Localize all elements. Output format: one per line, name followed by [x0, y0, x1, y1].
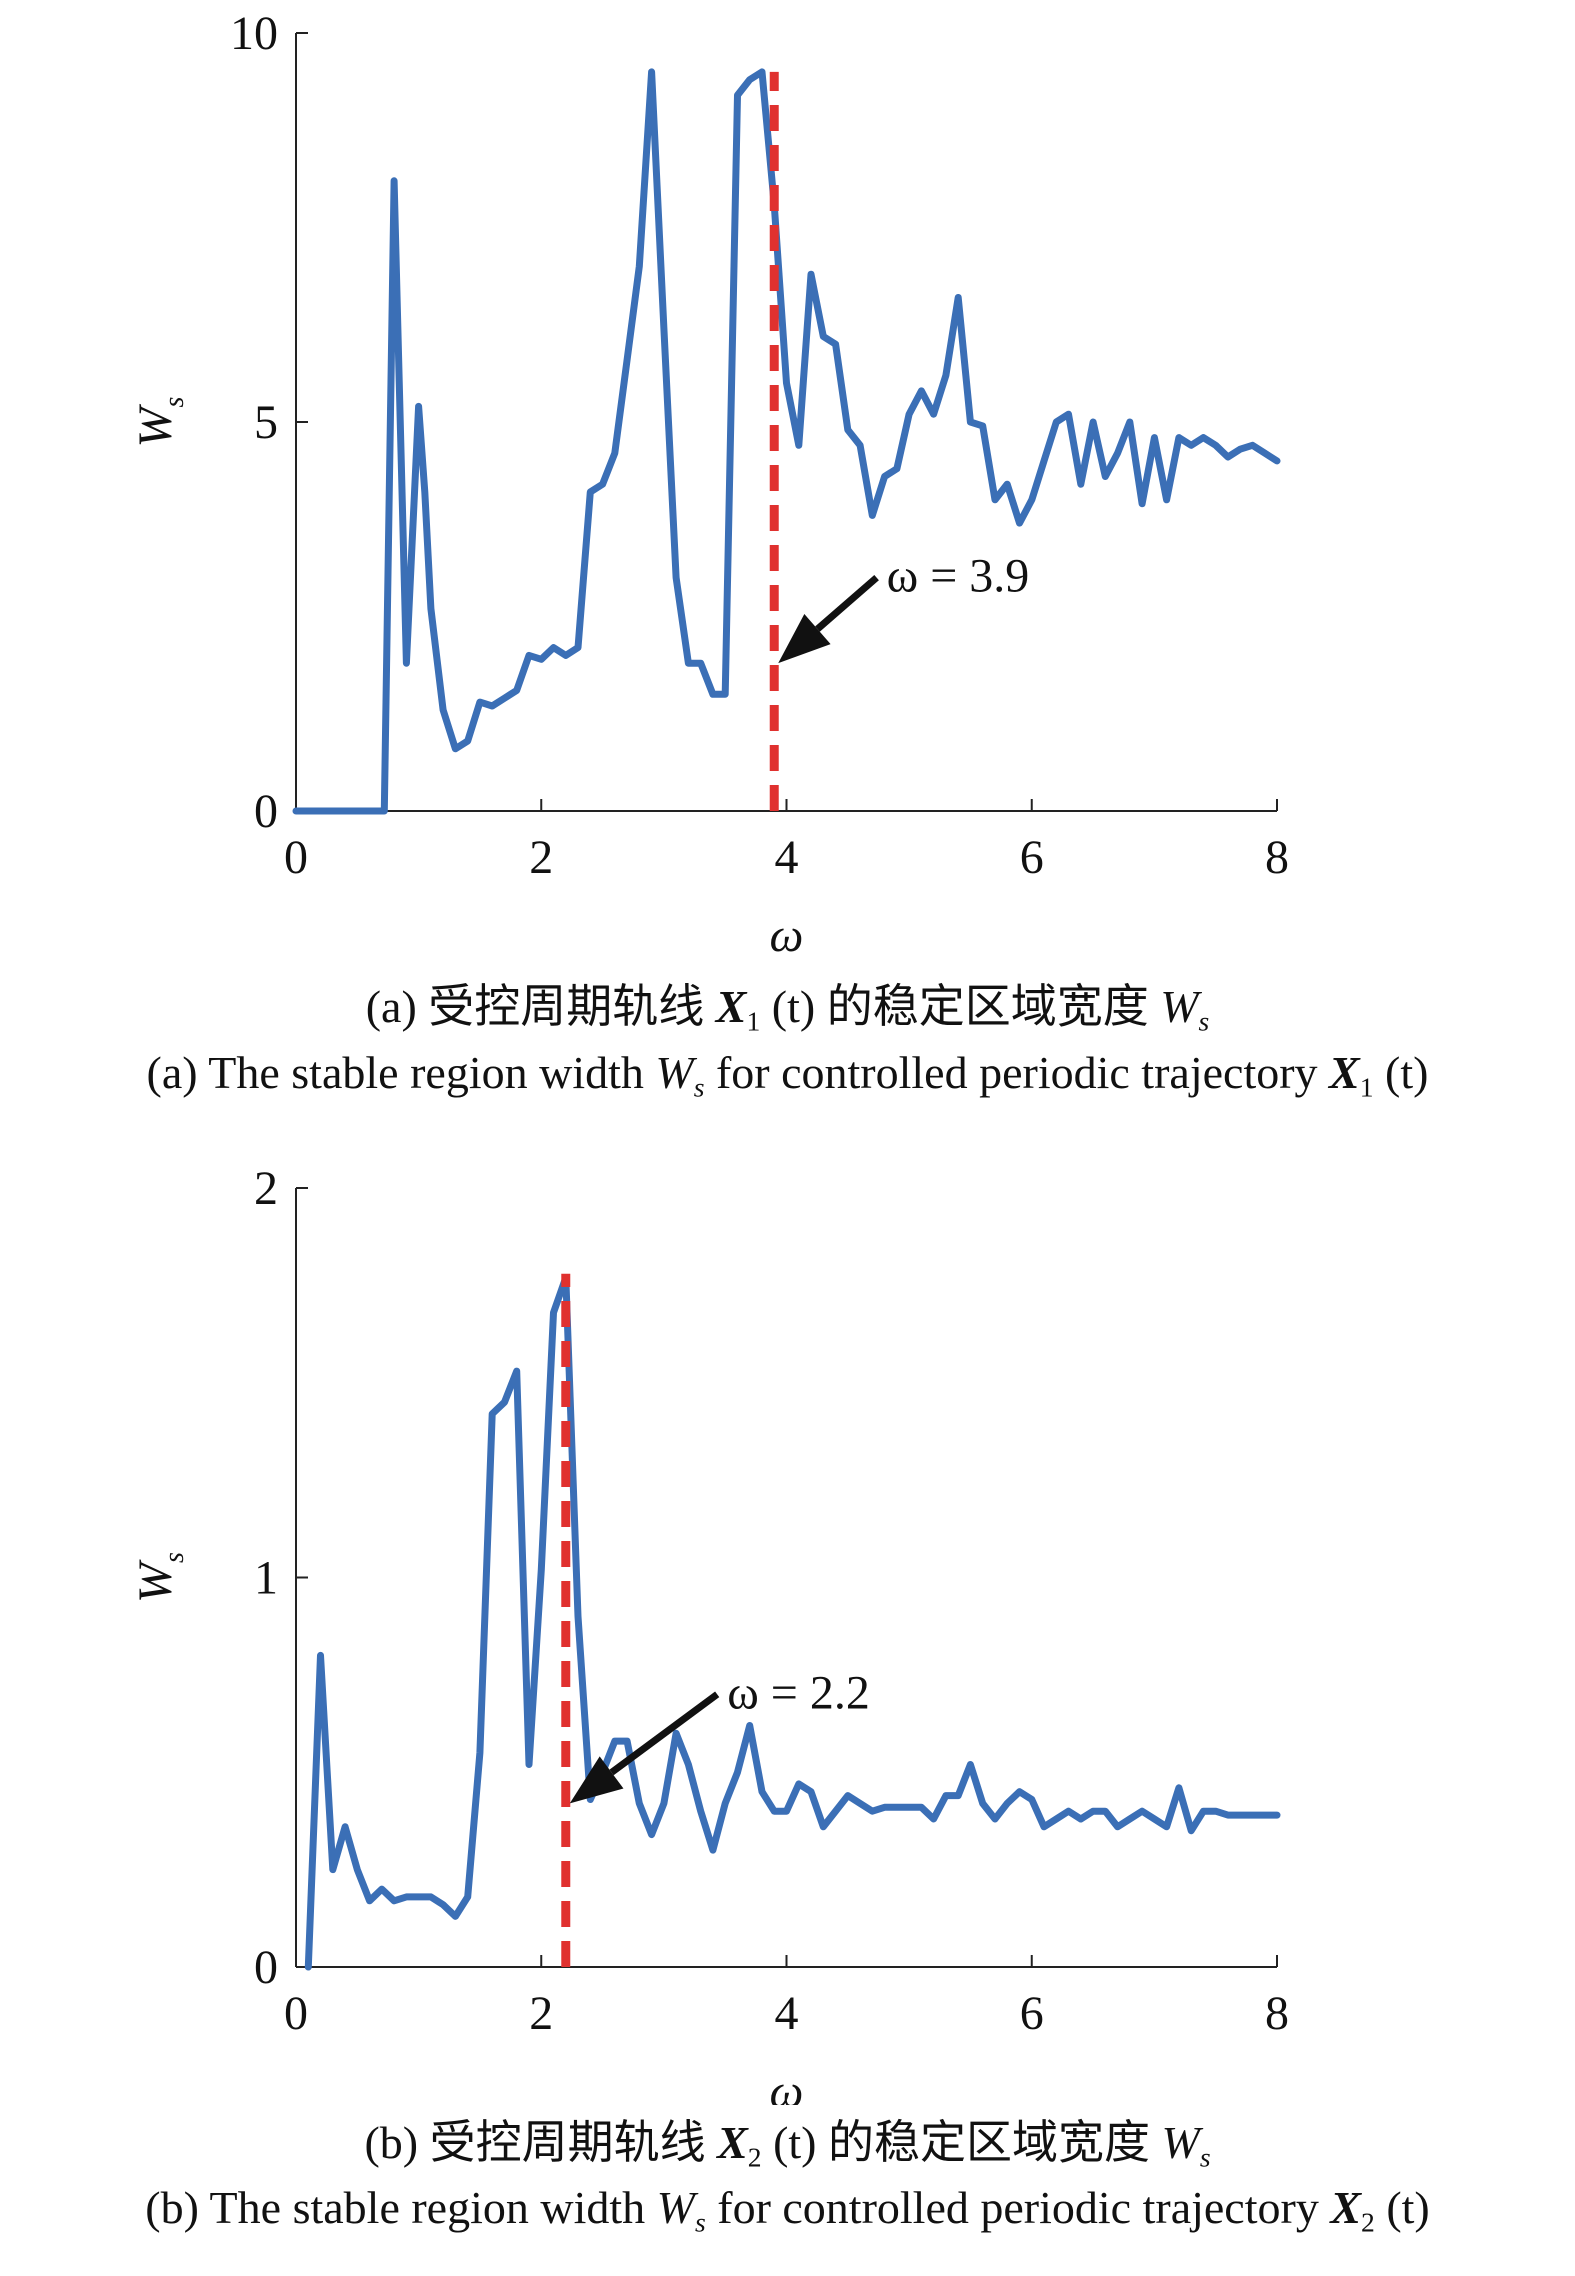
caption-b-en-arg: (t) — [1386, 2182, 1430, 2233]
caption-b-en-w: W — [656, 2182, 695, 2233]
chart-a-annotation-arrow-shaft — [815, 574, 879, 632]
caption-b-en-mid: for controlled periodic trajectory — [717, 2182, 1319, 2233]
chart-a-y-label-text: Ws — [129, 396, 190, 447]
caption-b-cn-prefix: (b) 受控周期轨线 — [364, 2117, 706, 2168]
caption-b-cn-w: W — [1161, 2117, 1200, 2168]
chart-b-annotation-label: ω = 2.2 — [727, 1666, 870, 1719]
chart-a-y-tick-label: 5 — [254, 396, 278, 449]
caption-a-en-var: X — [1329, 1047, 1360, 1098]
chart-a-x-tick-label: 0 — [284, 831, 308, 884]
chart-b-y-tick-label: 2 — [254, 1162, 278, 1215]
panel-a: 0 2 4 6 8 0 5 10 ω Ws ω = 3.9 (a) 受控周期轨线 X1 (t) 的稳… — [0, 7, 1575, 1119]
chart-a-x-tick-label: 2 — [529, 831, 553, 884]
caption-a-cn-mid: 的稳定区域宽度 — [826, 981, 1149, 1032]
caption-a-cn: (a) 受控周期轨线 X1 (t) 的稳定区域宽度 Ws — [0, 975, 1575, 1053]
caption-a-en-mid: for controlled periodic trajectory — [715, 1047, 1318, 1098]
caption-b-cn: (b) 受控周期轨线 X2 (t) 的稳定区域宽度 Ws — [0, 2111, 1575, 2189]
caption-b-cn-var: X — [717, 2117, 748, 2168]
caption-b-en-var: X — [1330, 2182, 1362, 2233]
chart-b-y-label-sub: s — [159, 1552, 190, 1563]
caption-b-cn-mid: 的稳定区域宽度 — [827, 2117, 1150, 2168]
chart-b-x-tick-label: 0 — [284, 1987, 308, 2040]
caption-b-cn-arg: (t) — [773, 2117, 817, 2168]
chart-a-annotation-arrow-head — [778, 613, 831, 664]
caption-b-en-w-sub: s — [695, 2206, 706, 2238]
chart-b: 0 2 4 6 8 0 1 2 ω Ws ω = 2.2 — [129, 1162, 1289, 2105]
chart-a-x-tick-label: 6 — [1020, 831, 1044, 884]
caption-a-en-prefix: (a) The stable region width — [146, 1047, 644, 1098]
chart-b-x-tick-label: 2 — [529, 1987, 553, 2040]
chart-b-annotation-arrow-head — [569, 1756, 624, 1804]
caption-a-en-var-sub: 1 — [1359, 1071, 1374, 1103]
chart-a-y-label-sub: s — [159, 396, 190, 407]
caption-a-cn-arg: (t) — [771, 981, 816, 1032]
chart-a: 0 2 4 6 8 0 5 10 ω Ws ω = 3.9 — [129, 7, 1289, 962]
panel-b: 0 2 4 6 8 0 1 2 ω Ws ω = 2.2 (b) 受控周期轨线 X2 (t) 的稳定… — [0, 1155, 1575, 2276]
chart-b-y-tick-label: 0 — [254, 1941, 278, 1994]
caption-a-cn-w: W — [1160, 981, 1199, 1032]
chart-b-y-tick-label: 1 — [254, 1552, 278, 1605]
caption-b-cn-w-sub: s — [1199, 2141, 1211, 2173]
chart-b-series-line — [304, 1274, 1281, 1971]
caption-b-en-var-sub: 2 — [1361, 2206, 1375, 2238]
chart-a-y-tick-label: 10 — [230, 7, 278, 60]
caption-a-en-arg: (t) — [1385, 1047, 1429, 1098]
chart-a-series-line — [292, 68, 1281, 815]
caption-b-en: (b) The stable region width Ws for contr… — [0, 2176, 1575, 2254]
caption-a-en-w: W — [655, 1047, 694, 1098]
chart-b-x-tick-label: 8 — [1265, 1987, 1289, 2040]
chart-a-x-label: ω — [770, 909, 804, 962]
chart-a-y-tick-label: 0 — [254, 785, 278, 838]
chart-a-x-tick-label: 8 — [1265, 831, 1289, 884]
caption-b-en-prefix: (b) The stable region width — [145, 2182, 646, 2233]
chart-b-annotation-arrow-shaft — [609, 1691, 720, 1776]
chart-a-y-label: Ws — [129, 396, 190, 447]
chart-a-x-tick-label: 4 — [775, 831, 799, 884]
chart-b-x-tick-label: 4 — [775, 1987, 799, 2040]
caption-a-en-w-sub: s — [693, 1071, 705, 1103]
chart-b-y-label-main: W — [129, 1559, 182, 1603]
caption-a-cn-w-sub: s — [1198, 1005, 1210, 1037]
caption-a-cn-prefix: (a) 受控周期轨线 — [365, 981, 705, 1032]
chart-b-x-tick-label: 6 — [1020, 1987, 1044, 2040]
caption-a-cn-var-sub: 1 — [746, 1005, 761, 1037]
caption-b-cn-var-sub: 2 — [747, 2141, 762, 2173]
chart-a-annotation-label: ω = 3.9 — [887, 550, 1030, 603]
caption-a-cn-var: X — [715, 981, 747, 1032]
chart-a-y-label-main: W — [129, 403, 182, 447]
chart-b-y-label: Ws — [129, 1552, 190, 1603]
chart-b-y-label-text: Ws — [129, 1552, 190, 1603]
chart-b-x-label: ω — [770, 2065, 804, 2105]
caption-a-en: (a) The stable region width Ws for contr… — [0, 1041, 1575, 1119]
